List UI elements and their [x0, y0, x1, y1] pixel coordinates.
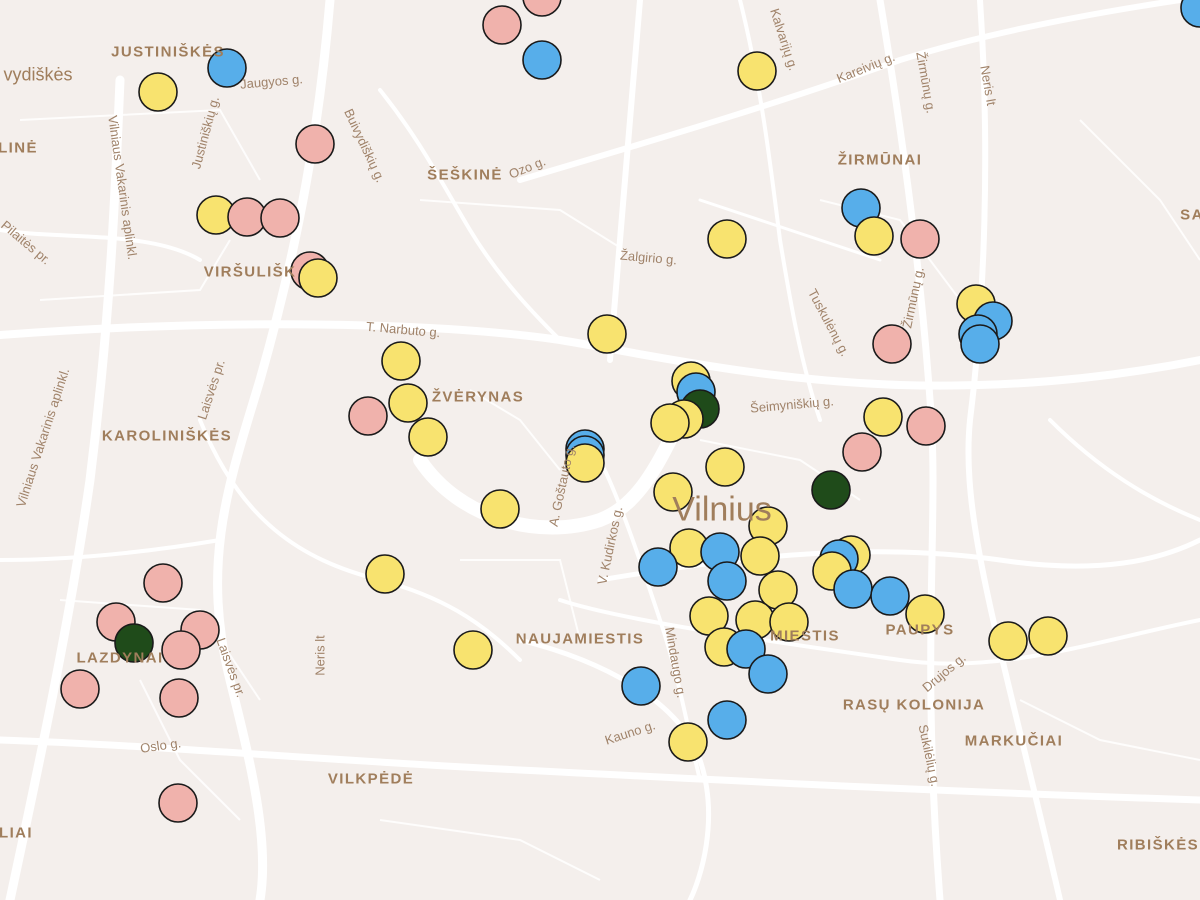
pink-map-marker[interactable] [161, 630, 201, 670]
district-label: MARKUČIAI [964, 732, 1064, 750]
blue-map-marker[interactable] [207, 48, 247, 88]
blue-map-marker[interactable] [960, 324, 1000, 364]
blue-map-marker[interactable] [748, 654, 788, 694]
blue-map-marker[interactable] [638, 547, 678, 587]
pink-map-marker[interactable] [60, 669, 100, 709]
pink-map-marker[interactable] [906, 406, 946, 446]
yellow-map-marker[interactable] [707, 219, 747, 259]
green-map-marker[interactable] [811, 470, 851, 510]
yellow-map-marker[interactable] [381, 341, 421, 381]
yellow-map-marker[interactable] [854, 216, 894, 256]
yellow-map-marker[interactable] [480, 489, 520, 529]
yellow-map-marker[interactable] [1028, 616, 1068, 656]
yellow-map-marker[interactable] [863, 397, 903, 437]
yellow-map-marker[interactable] [138, 72, 178, 112]
pink-map-marker[interactable] [143, 563, 183, 603]
yellow-map-marker[interactable] [668, 722, 708, 762]
district-label: NAUJAMIESTIS [515, 630, 645, 648]
district-label: SA [1180, 206, 1200, 224]
district-label: RIBIŠKĖS [1116, 836, 1200, 854]
yellow-map-marker[interactable] [565, 443, 605, 483]
district-label: ŠEŠKINĖ [427, 166, 503, 184]
pink-map-marker[interactable] [260, 198, 300, 238]
pink-map-marker[interactable] [158, 783, 198, 823]
pink-map-marker[interactable] [295, 124, 335, 164]
district-label: LAZDYNAI [76, 649, 164, 667]
yellow-map-marker[interactable] [737, 51, 777, 91]
yellow-map-marker[interactable] [705, 447, 745, 487]
district-label: ŽIRMŪNAI [837, 151, 923, 169]
yellow-map-marker[interactable] [988, 621, 1028, 661]
pink-map-marker[interactable] [900, 219, 940, 259]
blue-map-marker[interactable] [707, 561, 747, 601]
marker-layer [60, 0, 1200, 823]
yellow-map-marker[interactable] [650, 403, 690, 443]
blue-map-marker[interactable] [1180, 0, 1200, 28]
district-label: VILKPĖDĖ [327, 770, 415, 788]
district-label: ŽVĖRYNAS [431, 388, 525, 406]
district-label: vydiškės [3, 64, 73, 85]
pink-map-marker[interactable] [159, 678, 199, 718]
blue-map-marker[interactable] [621, 666, 661, 706]
city-label: Vilnius [672, 490, 772, 529]
yellow-map-marker[interactable] [365, 554, 405, 594]
pink-map-marker[interactable] [348, 396, 388, 436]
district-label: JUSTINIŠKĖS [111, 43, 225, 61]
district-label: PAUPYS [885, 621, 955, 639]
yellow-map-marker[interactable] [769, 602, 809, 642]
blue-map-marker[interactable] [522, 40, 562, 80]
yellow-map-marker[interactable] [298, 258, 338, 298]
district-label: MIESTIS [770, 627, 840, 645]
blue-map-marker[interactable] [726, 629, 766, 669]
district-label: LINĖ [0, 139, 38, 157]
yellow-map-marker[interactable] [740, 536, 780, 576]
yellow-map-marker[interactable] [905, 594, 945, 634]
yellow-map-marker[interactable] [587, 314, 627, 354]
district-label: RASŲ KOLONIJA [842, 696, 986, 714]
pink-map-marker[interactable] [872, 324, 912, 364]
pink-map-marker[interactable] [482, 5, 522, 45]
blue-map-marker[interactable] [870, 576, 910, 616]
yellow-map-marker[interactable] [408, 417, 448, 457]
pink-map-marker[interactable] [522, 0, 562, 17]
district-label: VIRŠULIŠK [203, 263, 297, 281]
district-label: LIAI [0, 824, 33, 842]
blue-map-marker[interactable] [707, 700, 747, 740]
district-label: KAROLINIŠKĖS [101, 427, 233, 445]
yellow-map-marker[interactable] [388, 383, 428, 423]
yellow-map-marker[interactable] [653, 472, 693, 512]
green-map-marker[interactable] [114, 623, 154, 663]
street-label: Neris lt [312, 635, 328, 676]
pink-map-marker[interactable] [842, 432, 882, 472]
blue-map-marker[interactable] [833, 569, 873, 609]
yellow-map-marker[interactable] [453, 630, 493, 670]
